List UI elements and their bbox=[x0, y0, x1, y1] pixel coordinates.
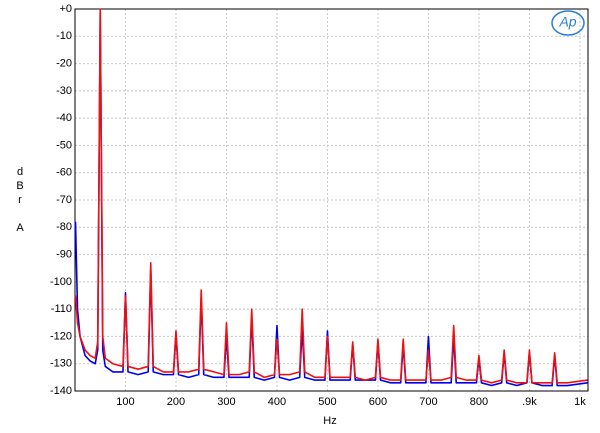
y-tick-label: -30 bbox=[56, 85, 72, 97]
logo: Ap bbox=[558, 14, 576, 30]
y-tick-label: -60 bbox=[56, 167, 72, 179]
y-tick-label: -140 bbox=[50, 385, 72, 397]
y-tick-label: -120 bbox=[50, 330, 72, 342]
series-line bbox=[74, 10, 588, 387]
x-tick-label: 700 bbox=[419, 396, 437, 408]
x-tick-label: 600 bbox=[369, 396, 387, 408]
y-tick-label: -40 bbox=[56, 112, 72, 124]
x-tick-label: 1k bbox=[574, 396, 586, 408]
series-line bbox=[74, 8, 588, 384]
y-tick-label: -20 bbox=[56, 57, 72, 69]
x-tick-label: .9k bbox=[522, 396, 537, 408]
y-tick-label: -70 bbox=[56, 194, 72, 206]
y-tick-label: -130 bbox=[50, 358, 72, 370]
x-tick-label: 100 bbox=[116, 396, 134, 408]
y-tick-label: -100 bbox=[50, 276, 72, 288]
y-tick-label: -90 bbox=[56, 248, 72, 260]
x-tick-label: 200 bbox=[167, 396, 185, 408]
logo-ring bbox=[551, 10, 585, 36]
plot-frame bbox=[74, 8, 589, 392]
y-tick-label: +0 bbox=[59, 3, 72, 15]
x-tick-label: 300 bbox=[217, 396, 235, 408]
x-axis-label: Hz bbox=[323, 415, 336, 427]
y-tick-label: -110 bbox=[51, 303, 72, 315]
y-tick-label: -10 bbox=[56, 30, 72, 42]
x-tick-label: 800 bbox=[470, 396, 488, 408]
x-tick-label: 500 bbox=[318, 396, 336, 408]
y-tick-label: -50 bbox=[56, 139, 72, 151]
y-tick-label: -80 bbox=[56, 221, 72, 233]
x-tick-label: 400 bbox=[268, 396, 286, 408]
